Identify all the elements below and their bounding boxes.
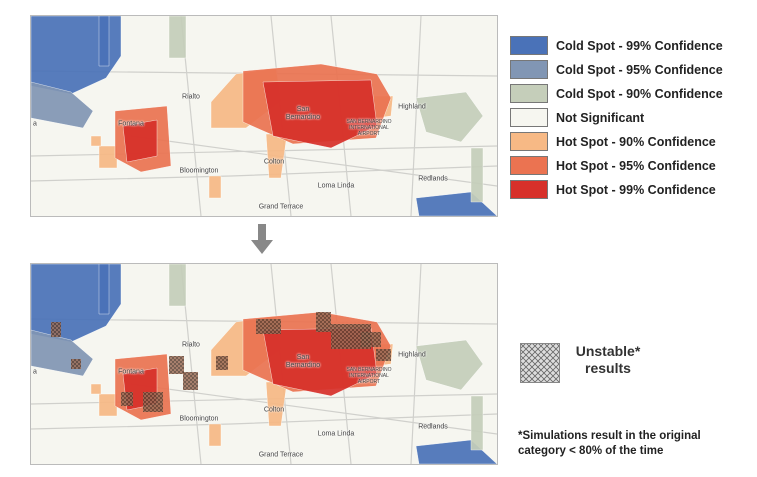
region bbox=[168, 16, 187, 59]
unstable-area bbox=[51, 322, 61, 337]
place-label: San Bernardino bbox=[285, 106, 321, 121]
legend-swatch bbox=[510, 84, 548, 103]
road bbox=[130, 135, 497, 187]
road bbox=[31, 165, 497, 182]
map-before: Fontana Rialto San Bernardino SAN BERNARDIN… bbox=[30, 15, 498, 217]
legend-swatch bbox=[510, 36, 548, 55]
region bbox=[90, 383, 102, 395]
region bbox=[208, 423, 222, 447]
unstable-area bbox=[143, 392, 163, 412]
region bbox=[168, 264, 187, 307]
place-label: Grand Terrace bbox=[258, 451, 304, 459]
legend-item: Hot Spot - 95% Confidence bbox=[510, 156, 716, 175]
region bbox=[262, 79, 378, 149]
legend-label: Not Significant bbox=[556, 110, 645, 125]
place-label: Highland bbox=[398, 351, 426, 359]
region bbox=[415, 339, 484, 391]
footnote: *Simulations result in the original cate… bbox=[518, 430, 701, 457]
map-canvas bbox=[31, 16, 497, 216]
legend-swatch bbox=[510, 180, 548, 199]
unstable-area bbox=[169, 356, 184, 374]
unstable-area bbox=[121, 392, 133, 406]
legend-item: Hot Spot - 90% Confidence bbox=[510, 132, 716, 151]
legend-label: Cold Spot - 95% Confidence bbox=[556, 62, 723, 77]
region bbox=[90, 135, 102, 147]
unstable-area bbox=[183, 372, 198, 390]
legend-item: Not Significant bbox=[510, 108, 644, 127]
road bbox=[130, 383, 497, 435]
region bbox=[470, 395, 484, 451]
legend-label: Hot Spot - 95% Confidence bbox=[556, 158, 716, 173]
legend-label: Hot Spot - 90% Confidence bbox=[556, 134, 716, 149]
unstable-area bbox=[71, 359, 81, 369]
place-label: a bbox=[33, 120, 37, 128]
hatch-swatch bbox=[520, 343, 560, 383]
region bbox=[208, 175, 222, 199]
legend-swatch bbox=[510, 108, 548, 127]
unstable-area bbox=[256, 319, 281, 334]
region bbox=[98, 264, 110, 315]
region bbox=[122, 119, 158, 163]
place-label: Highland bbox=[398, 103, 426, 111]
region bbox=[31, 81, 94, 129]
unstable-area bbox=[316, 312, 331, 332]
road bbox=[410, 16, 422, 216]
region bbox=[31, 16, 122, 95]
map-after: Fontana Rialto San Bernardino SAN BERNARDIN… bbox=[30, 263, 498, 465]
place-label: Loma Linda bbox=[317, 430, 355, 438]
region bbox=[98, 393, 118, 417]
place-label: Redlands bbox=[418, 423, 448, 431]
unstable-area bbox=[216, 356, 228, 370]
place-label: a bbox=[33, 368, 37, 376]
place-label: Bloomington bbox=[179, 167, 219, 175]
legend-item: Hot Spot - 99% Confidence bbox=[510, 180, 716, 199]
place-label: Bloomington bbox=[179, 415, 219, 423]
legend-item: Cold Spot - 90% Confidence bbox=[510, 84, 723, 103]
region bbox=[470, 147, 484, 203]
legend-label: Cold Spot - 90% Confidence bbox=[556, 86, 723, 101]
legend-label: Cold Spot - 99% Confidence bbox=[556, 38, 723, 53]
legend-label: Hot Spot - 99% Confidence bbox=[556, 182, 716, 197]
place-label: San Bernardino bbox=[285, 354, 321, 369]
place-label: Grand Terrace bbox=[258, 203, 304, 211]
region bbox=[98, 145, 118, 169]
arrow bbox=[251, 224, 273, 254]
legend-item: Cold Spot - 99% Confidence bbox=[510, 36, 723, 55]
place-label: Loma Linda bbox=[317, 182, 355, 190]
road bbox=[31, 413, 497, 430]
place-label: Redlands bbox=[418, 175, 448, 183]
place-label: Fontana bbox=[118, 368, 144, 376]
unstable-area bbox=[361, 332, 381, 347]
legend-swatch bbox=[510, 156, 548, 175]
unstable-label: Unstable* results bbox=[575, 343, 641, 376]
place-label: Colton bbox=[263, 158, 285, 166]
region bbox=[98, 16, 110, 67]
map-canvas bbox=[31, 264, 497, 464]
legend-swatch bbox=[510, 60, 548, 79]
region bbox=[415, 91, 484, 143]
place-label: SAN BERNARDINO INTERNATIONAL AIRPORT bbox=[346, 367, 392, 385]
place-label: Rialto bbox=[182, 93, 200, 101]
legend-swatch bbox=[510, 132, 548, 151]
road bbox=[410, 264, 422, 464]
place-label: SAN BERNARDINO INTERNATIONAL AIRPORT bbox=[346, 119, 392, 137]
unstable-area bbox=[376, 349, 391, 361]
place-label: Fontana bbox=[118, 120, 144, 128]
place-label: Colton bbox=[263, 406, 285, 414]
legend-item: Cold Spot - 95% Confidence bbox=[510, 60, 723, 79]
place-label: Rialto bbox=[182, 341, 200, 349]
